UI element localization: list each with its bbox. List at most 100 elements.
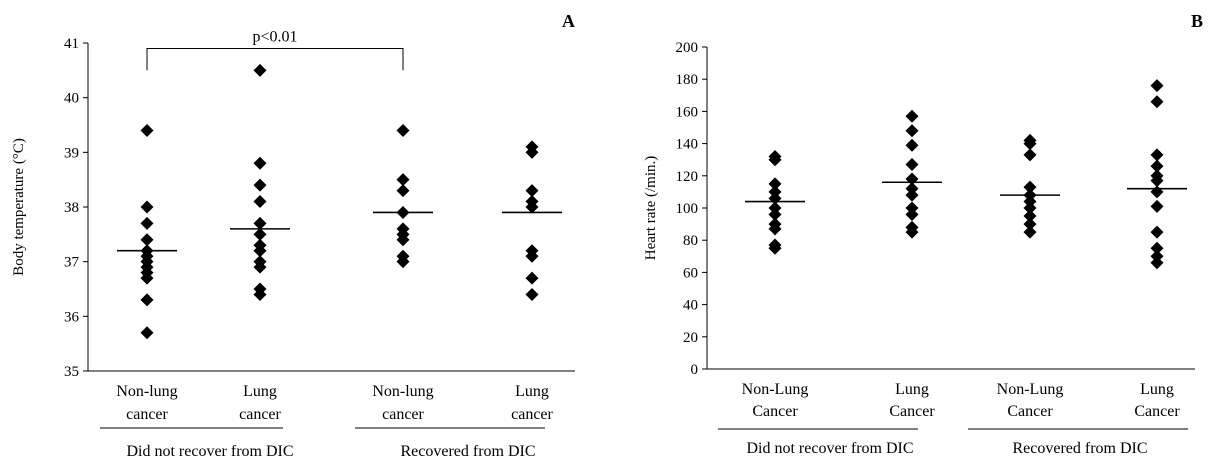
data-point xyxy=(525,287,539,301)
y-tick-label: 160 xyxy=(676,104,699,120)
data-point xyxy=(1150,169,1164,183)
data-point xyxy=(768,149,782,163)
data-point xyxy=(253,282,267,296)
y-tick-label: 120 xyxy=(676,169,699,185)
y-tick-label: 60 xyxy=(683,265,698,281)
data-point xyxy=(1150,159,1164,173)
data-point xyxy=(905,124,919,138)
y-axis-title: Heart rate (/min.) xyxy=(643,156,659,261)
data-point xyxy=(253,195,267,209)
category-label: Lung xyxy=(1140,381,1174,398)
y-axis-title: Body temperature (°C) xyxy=(11,138,27,276)
data-point xyxy=(1150,249,1164,263)
data-point xyxy=(140,293,154,307)
significance-bracket xyxy=(146,47,404,71)
category-label: Non-Lung xyxy=(742,381,809,398)
category-label: Lung xyxy=(515,383,549,400)
data-point xyxy=(253,238,267,252)
data-point xyxy=(140,200,154,214)
group-label: Recovered from DIC xyxy=(400,443,535,460)
data-point xyxy=(905,109,919,123)
data-point xyxy=(525,195,539,209)
data-point xyxy=(1150,241,1164,255)
data-point xyxy=(253,63,267,77)
y-tick-label: 41 xyxy=(64,36,79,52)
y-tick-label: 100 xyxy=(676,201,699,217)
significance-label: p<0.01 xyxy=(252,28,297,45)
y-tick-label: 20 xyxy=(683,330,698,346)
data-point xyxy=(140,123,154,137)
data-point xyxy=(525,184,539,198)
data-point xyxy=(1023,180,1037,194)
y-tick-label: 200 xyxy=(676,40,699,56)
group-label: Did not recover from DIC xyxy=(746,440,913,457)
category-label: Non-Lung xyxy=(997,381,1064,398)
y-tick-label: 140 xyxy=(676,137,699,153)
data-point xyxy=(396,249,410,263)
y-tick-label: 40 xyxy=(64,91,79,107)
data-point xyxy=(768,177,782,191)
data-point xyxy=(1023,133,1037,147)
data-point xyxy=(396,123,410,137)
data-point xyxy=(1023,148,1037,162)
panel-label: B xyxy=(1191,11,1203,31)
category-label: Cancer xyxy=(752,403,798,420)
group-label: Did not recover from DIC xyxy=(126,443,293,460)
data-point xyxy=(1023,209,1037,223)
data-point xyxy=(905,201,919,215)
panel-label: A xyxy=(562,11,575,31)
data-point xyxy=(140,233,154,247)
category-label: Non-lung xyxy=(116,383,177,400)
data-point xyxy=(396,184,410,198)
data-point xyxy=(525,271,539,285)
y-tick-label: 39 xyxy=(64,145,79,161)
data-point xyxy=(140,326,154,340)
data-point xyxy=(905,220,919,234)
category-label: Cancer xyxy=(1007,403,1053,420)
data-point xyxy=(1150,79,1164,93)
data-point xyxy=(905,182,919,196)
category-label: Non-lung xyxy=(372,383,433,400)
data-point xyxy=(396,173,410,187)
data-point xyxy=(905,158,919,172)
category-label: Lung xyxy=(243,383,277,400)
data-point xyxy=(905,172,919,186)
data-point xyxy=(768,185,782,199)
data-point xyxy=(253,178,267,192)
panel-a-chart: A 35 36 37 38 39 40 41 Body temperature (°C) Non-… xyxy=(11,11,575,460)
y-tick-label: 38 xyxy=(64,200,79,216)
y-tick-label: 80 xyxy=(683,233,698,249)
category-label: cancer xyxy=(382,406,424,423)
data-point xyxy=(1150,95,1164,109)
data-point xyxy=(905,138,919,152)
data-point xyxy=(1023,225,1037,239)
data-point xyxy=(1150,199,1164,213)
y-tick-label: 0 xyxy=(691,362,699,378)
category-label: Cancer xyxy=(889,403,935,420)
panel-b-chart: B 0 20 40 60 80 100 120 140 160 180 200 Heart rate (… xyxy=(643,11,1203,457)
data-point xyxy=(253,255,267,269)
data-point xyxy=(1150,185,1164,199)
y-tick-label: 37 xyxy=(64,255,80,271)
y-tick-label: 180 xyxy=(676,72,699,88)
data-point xyxy=(1023,217,1037,231)
data-point xyxy=(1150,148,1164,162)
data-point xyxy=(768,217,782,231)
data-point xyxy=(1150,225,1164,239)
data-point xyxy=(253,156,267,170)
y-tick-label: 36 xyxy=(64,309,80,325)
data-point xyxy=(525,140,539,154)
data-point xyxy=(253,216,267,230)
data-point xyxy=(768,201,782,215)
data-point xyxy=(253,227,267,241)
category-label: cancer xyxy=(239,406,281,423)
category-label: Cancer xyxy=(1134,403,1180,420)
data-point xyxy=(396,222,410,236)
data-point xyxy=(525,244,539,258)
group-label: Recovered from DIC xyxy=(1012,440,1147,457)
data-point xyxy=(140,216,154,230)
category-label: cancer xyxy=(511,406,553,423)
category-label: Lung xyxy=(895,381,929,398)
y-tick-label: 35 xyxy=(64,364,79,380)
